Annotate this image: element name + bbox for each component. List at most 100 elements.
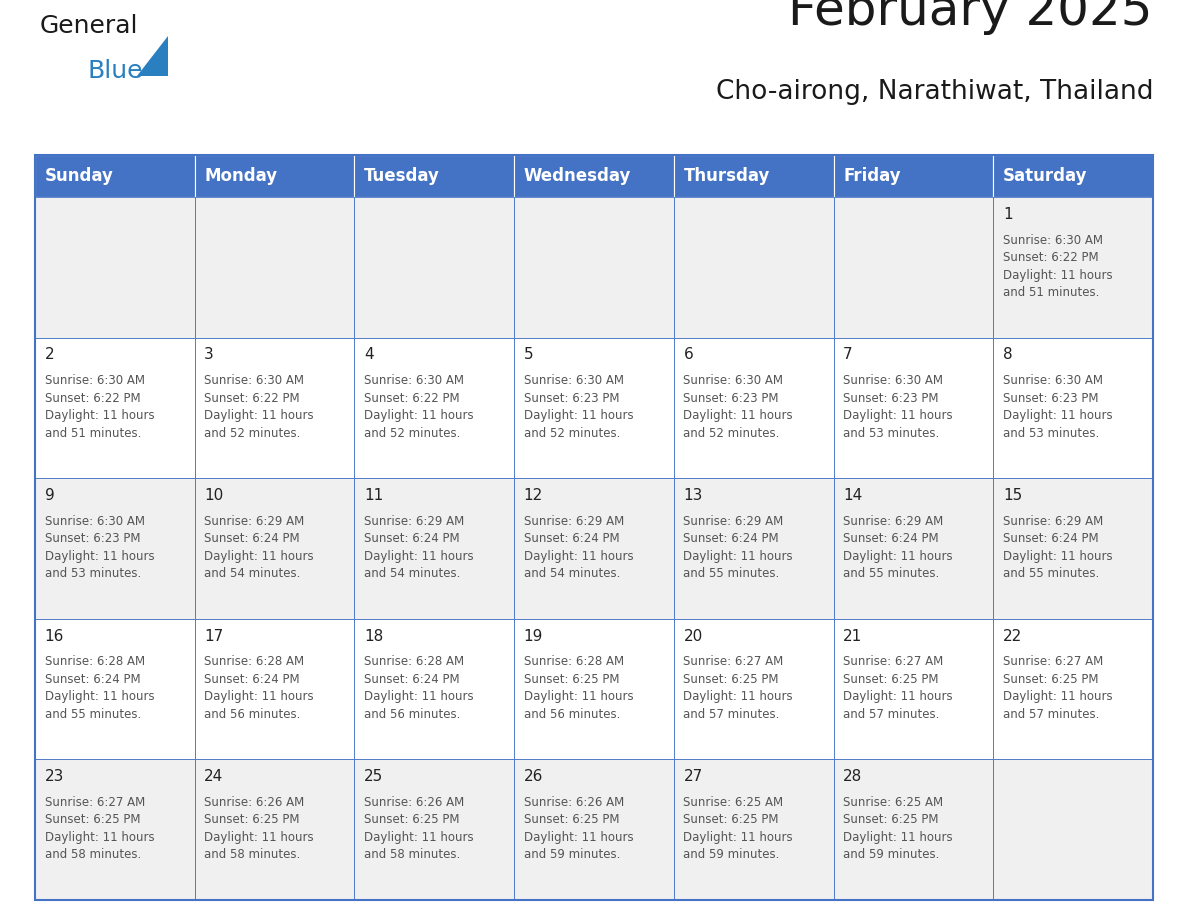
Bar — [674, 338, 834, 478]
Text: Sunrise: 6:26 AM
Sunset: 6:25 PM
Daylight: 11 hours
and 58 minutes.: Sunrise: 6:26 AM Sunset: 6:25 PM Dayligh… — [204, 796, 314, 861]
Text: Sunrise: 6:30 AM
Sunset: 6:23 PM
Daylight: 11 hours
and 52 minutes.: Sunrise: 6:30 AM Sunset: 6:23 PM Dayligh… — [683, 375, 794, 440]
Bar — [34, 155, 195, 197]
Text: Sunrise: 6:29 AM
Sunset: 6:24 PM
Daylight: 11 hours
and 54 minutes.: Sunrise: 6:29 AM Sunset: 6:24 PM Dayligh… — [364, 515, 474, 580]
Bar — [674, 478, 834, 619]
Text: 2: 2 — [45, 347, 55, 363]
Text: 10: 10 — [204, 488, 223, 503]
Bar — [993, 197, 1154, 338]
Text: Sunrise: 6:25 AM
Sunset: 6:25 PM
Daylight: 11 hours
and 59 minutes.: Sunrise: 6:25 AM Sunset: 6:25 PM Dayligh… — [843, 796, 953, 861]
Bar — [674, 759, 834, 900]
Text: 26: 26 — [524, 769, 543, 784]
Bar — [514, 197, 674, 338]
Bar — [834, 155, 993, 197]
Text: General: General — [40, 14, 139, 38]
Bar — [993, 478, 1154, 619]
Text: Cho-airong, Narathiwat, Thailand: Cho-airong, Narathiwat, Thailand — [715, 79, 1154, 105]
Text: 18: 18 — [364, 629, 384, 644]
Bar — [993, 619, 1154, 759]
Text: 25: 25 — [364, 769, 384, 784]
Text: 11: 11 — [364, 488, 384, 503]
Text: Sunrise: 6:29 AM
Sunset: 6:24 PM
Daylight: 11 hours
and 55 minutes.: Sunrise: 6:29 AM Sunset: 6:24 PM Dayligh… — [843, 515, 953, 580]
Text: 22: 22 — [1003, 629, 1022, 644]
Text: 3: 3 — [204, 347, 214, 363]
Text: Sunrise: 6:29 AM
Sunset: 6:24 PM
Daylight: 11 hours
and 54 minutes.: Sunrise: 6:29 AM Sunset: 6:24 PM Dayligh… — [524, 515, 633, 580]
Bar — [514, 619, 674, 759]
Bar — [195, 759, 354, 900]
Bar — [354, 619, 514, 759]
Polygon shape — [137, 36, 168, 76]
Text: 23: 23 — [45, 769, 64, 784]
Bar — [34, 759, 195, 900]
Bar — [34, 478, 195, 619]
Bar — [354, 155, 514, 197]
Text: 16: 16 — [45, 629, 64, 644]
Bar — [993, 155, 1154, 197]
Bar — [514, 478, 674, 619]
Text: Sunrise: 6:28 AM
Sunset: 6:24 PM
Daylight: 11 hours
and 55 minutes.: Sunrise: 6:28 AM Sunset: 6:24 PM Dayligh… — [45, 655, 154, 721]
Text: Sunday: Sunday — [45, 167, 114, 185]
Text: Sunrise: 6:30 AM
Sunset: 6:23 PM
Daylight: 11 hours
and 53 minutes.: Sunrise: 6:30 AM Sunset: 6:23 PM Dayligh… — [843, 375, 953, 440]
Bar — [195, 155, 354, 197]
Bar — [354, 478, 514, 619]
Bar — [195, 619, 354, 759]
Bar — [354, 759, 514, 900]
Text: Sunrise: 6:30 AM
Sunset: 6:22 PM
Daylight: 11 hours
and 51 minutes.: Sunrise: 6:30 AM Sunset: 6:22 PM Dayligh… — [45, 375, 154, 440]
Text: Sunrise: 6:30 AM
Sunset: 6:22 PM
Daylight: 11 hours
and 51 minutes.: Sunrise: 6:30 AM Sunset: 6:22 PM Dayligh… — [1003, 233, 1112, 299]
Bar — [834, 619, 993, 759]
Text: Sunrise: 6:30 AM
Sunset: 6:22 PM
Daylight: 11 hours
and 52 minutes.: Sunrise: 6:30 AM Sunset: 6:22 PM Dayligh… — [204, 375, 314, 440]
Text: Sunrise: 6:29 AM
Sunset: 6:24 PM
Daylight: 11 hours
and 54 minutes.: Sunrise: 6:29 AM Sunset: 6:24 PM Dayligh… — [204, 515, 314, 580]
Text: 27: 27 — [683, 769, 702, 784]
Text: Friday: Friday — [843, 167, 901, 185]
Text: Tuesday: Tuesday — [364, 167, 440, 185]
Text: 5: 5 — [524, 347, 533, 363]
Text: Sunrise: 6:28 AM
Sunset: 6:24 PM
Daylight: 11 hours
and 56 minutes.: Sunrise: 6:28 AM Sunset: 6:24 PM Dayligh… — [204, 655, 314, 721]
Bar — [514, 338, 674, 478]
Text: Sunrise: 6:27 AM
Sunset: 6:25 PM
Daylight: 11 hours
and 58 minutes.: Sunrise: 6:27 AM Sunset: 6:25 PM Dayligh… — [45, 796, 154, 861]
Text: 13: 13 — [683, 488, 703, 503]
Text: February 2025: February 2025 — [789, 0, 1154, 35]
Text: Sunrise: 6:28 AM
Sunset: 6:24 PM
Daylight: 11 hours
and 56 minutes.: Sunrise: 6:28 AM Sunset: 6:24 PM Dayligh… — [364, 655, 474, 721]
Text: Monday: Monday — [204, 167, 278, 185]
Text: Wednesday: Wednesday — [524, 167, 631, 185]
Bar — [674, 619, 834, 759]
Text: 17: 17 — [204, 629, 223, 644]
Text: 6: 6 — [683, 347, 693, 363]
Bar — [514, 155, 674, 197]
Text: Sunrise: 6:25 AM
Sunset: 6:25 PM
Daylight: 11 hours
and 59 minutes.: Sunrise: 6:25 AM Sunset: 6:25 PM Dayligh… — [683, 796, 794, 861]
Bar — [34, 338, 195, 478]
Text: 8: 8 — [1003, 347, 1012, 363]
Text: 15: 15 — [1003, 488, 1022, 503]
Bar — [34, 619, 195, 759]
Text: Sunrise: 6:27 AM
Sunset: 6:25 PM
Daylight: 11 hours
and 57 minutes.: Sunrise: 6:27 AM Sunset: 6:25 PM Dayligh… — [1003, 655, 1112, 721]
Text: Sunrise: 6:27 AM
Sunset: 6:25 PM
Daylight: 11 hours
and 57 minutes.: Sunrise: 6:27 AM Sunset: 6:25 PM Dayligh… — [683, 655, 794, 721]
Text: Sunrise: 6:30 AM
Sunset: 6:22 PM
Daylight: 11 hours
and 52 minutes.: Sunrise: 6:30 AM Sunset: 6:22 PM Dayligh… — [364, 375, 474, 440]
Bar — [354, 197, 514, 338]
Text: 14: 14 — [843, 488, 862, 503]
Bar — [354, 338, 514, 478]
Bar — [195, 338, 354, 478]
Text: Sunrise: 6:29 AM
Sunset: 6:24 PM
Daylight: 11 hours
and 55 minutes.: Sunrise: 6:29 AM Sunset: 6:24 PM Dayligh… — [1003, 515, 1112, 580]
Text: Sunrise: 6:27 AM
Sunset: 6:25 PM
Daylight: 11 hours
and 57 minutes.: Sunrise: 6:27 AM Sunset: 6:25 PM Dayligh… — [843, 655, 953, 721]
Bar — [34, 197, 195, 338]
Text: 12: 12 — [524, 488, 543, 503]
Text: 9: 9 — [45, 488, 55, 503]
Text: 28: 28 — [843, 769, 862, 784]
Bar — [34, 155, 1154, 900]
Bar — [834, 338, 993, 478]
Text: Sunrise: 6:28 AM
Sunset: 6:25 PM
Daylight: 11 hours
and 56 minutes.: Sunrise: 6:28 AM Sunset: 6:25 PM Dayligh… — [524, 655, 633, 721]
Text: Blue: Blue — [88, 59, 144, 83]
Text: Sunrise: 6:29 AM
Sunset: 6:24 PM
Daylight: 11 hours
and 55 minutes.: Sunrise: 6:29 AM Sunset: 6:24 PM Dayligh… — [683, 515, 794, 580]
Bar — [674, 197, 834, 338]
Text: Saturday: Saturday — [1003, 167, 1087, 185]
Bar — [674, 155, 834, 197]
Text: Sunrise: 6:30 AM
Sunset: 6:23 PM
Daylight: 11 hours
and 52 minutes.: Sunrise: 6:30 AM Sunset: 6:23 PM Dayligh… — [524, 375, 633, 440]
Text: Sunrise: 6:26 AM
Sunset: 6:25 PM
Daylight: 11 hours
and 59 minutes.: Sunrise: 6:26 AM Sunset: 6:25 PM Dayligh… — [524, 796, 633, 861]
Text: 7: 7 — [843, 347, 853, 363]
Text: 4: 4 — [364, 347, 374, 363]
Bar — [834, 759, 993, 900]
Text: 20: 20 — [683, 629, 702, 644]
Bar — [195, 197, 354, 338]
Bar — [834, 478, 993, 619]
Text: 1: 1 — [1003, 207, 1012, 222]
Bar — [993, 338, 1154, 478]
